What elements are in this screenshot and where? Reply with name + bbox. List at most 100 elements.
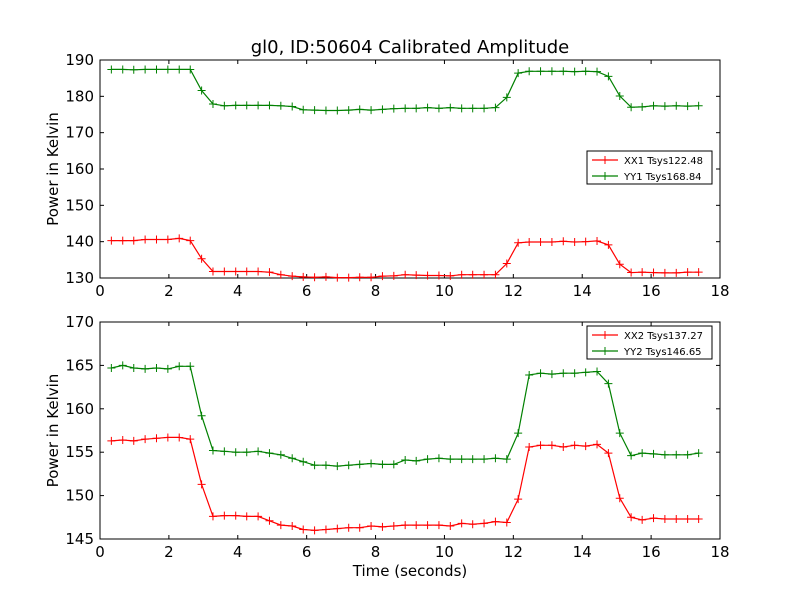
data-point-marker	[355, 105, 364, 114]
legend-marker	[601, 347, 609, 355]
x-tick-label: 6	[302, 282, 312, 300]
data-point-marker	[559, 237, 568, 246]
data-point-marker	[242, 101, 251, 110]
data-point-marker	[355, 273, 364, 282]
x-tick-label: 6	[302, 543, 312, 561]
data-point-marker	[547, 67, 556, 76]
data-point-marker	[208, 512, 217, 521]
y-axis-label: Power in Kelvin	[44, 374, 62, 488]
data-point-marker	[208, 267, 217, 276]
plot-frame	[99, 321, 721, 540]
data-point-marker	[412, 271, 421, 280]
series-yy2	[107, 361, 703, 471]
data-point-marker	[152, 235, 161, 244]
data-point-marker	[310, 461, 319, 470]
data-point-marker	[412, 456, 421, 465]
data-point-marker	[412, 521, 421, 530]
x-tick-label: 0	[95, 543, 105, 561]
data-point-marker	[197, 86, 206, 95]
data-point-marker	[344, 461, 353, 470]
data-point-marker	[186, 65, 195, 74]
data-point-marker	[480, 519, 489, 528]
data-point-marker	[491, 103, 500, 112]
data-point-marker	[129, 364, 138, 373]
data-point-marker	[627, 513, 636, 522]
data-point-marker	[389, 460, 398, 469]
data-point-marker	[559, 442, 568, 451]
data-point-marker	[502, 259, 511, 268]
y-tick-label: 170	[65, 124, 94, 142]
data-point-marker	[570, 238, 579, 247]
y-tick-label: 160	[65, 160, 94, 178]
data-point-marker	[118, 236, 127, 245]
data-point-marker	[480, 455, 489, 464]
data-point-marker	[141, 364, 150, 373]
x-tick-label: 8	[371, 543, 381, 561]
data-point-marker	[333, 462, 342, 471]
data-point-marker	[208, 99, 217, 108]
data-point-marker	[672, 450, 681, 459]
data-point-marker	[570, 67, 579, 76]
data-point-marker	[593, 440, 602, 449]
data-point-marker	[468, 104, 477, 113]
data-point-marker	[254, 447, 263, 456]
data-point-marker	[457, 455, 466, 464]
y-tick-label: 140	[65, 233, 94, 251]
x-tick-label: 12	[504, 543, 523, 561]
data-point-marker	[536, 238, 545, 247]
data-point-marker	[615, 494, 624, 503]
data-point-marker	[321, 272, 330, 281]
data-point-marker	[480, 104, 489, 113]
data-point-marker	[627, 268, 636, 277]
data-point-marker	[163, 65, 172, 74]
data-point-marker	[197, 411, 206, 420]
data-point-marker	[163, 364, 172, 373]
data-point-marker	[299, 272, 308, 281]
data-point-marker	[604, 72, 613, 81]
data-point-marker	[299, 525, 308, 534]
data-point-marker	[254, 512, 263, 521]
data-point-marker	[344, 273, 353, 282]
data-point-marker	[638, 515, 647, 524]
x-tick-label: 4	[233, 543, 243, 561]
data-point-marker	[265, 101, 274, 110]
data-point-marker	[502, 93, 511, 102]
data-point-marker	[288, 272, 297, 281]
data-point-marker	[163, 433, 172, 442]
y-tick-label: 160	[65, 400, 94, 418]
data-point-marker	[231, 511, 240, 520]
data-point-marker	[446, 103, 455, 112]
data-point-marker	[468, 270, 477, 279]
data-point-marker	[186, 236, 195, 245]
data-point-marker	[683, 102, 692, 111]
data-point-marker	[434, 521, 443, 530]
data-point-marker	[310, 526, 319, 535]
data-point-marker	[265, 268, 274, 277]
data-point-marker	[401, 521, 410, 530]
data-point-marker	[649, 514, 658, 523]
data-point-marker	[446, 271, 455, 280]
x-axis-label: Time (seconds)	[352, 562, 468, 580]
x-tick-label: 4	[233, 282, 243, 300]
data-point-marker	[423, 271, 432, 280]
data-point-marker	[107, 236, 116, 245]
y-tick-label: 150	[65, 487, 94, 505]
x-tick-label: 10	[435, 543, 454, 561]
data-point-marker	[581, 67, 590, 76]
y-tick-label: 130	[65, 269, 94, 287]
data-point-marker	[220, 267, 229, 276]
data-point-marker	[231, 101, 240, 110]
data-point-marker	[242, 512, 251, 521]
data-point-marker	[333, 273, 342, 282]
series-xx1	[107, 234, 703, 282]
x-tick-label: 2	[164, 282, 174, 300]
data-point-marker	[129, 436, 138, 445]
data-point-marker	[672, 101, 681, 110]
data-point-marker	[186, 362, 195, 371]
data-point-marker	[536, 67, 545, 76]
data-point-marker	[220, 101, 229, 110]
data-point-marker	[220, 511, 229, 520]
y-tick-label: 190	[65, 51, 94, 69]
data-point-marker	[423, 521, 432, 530]
data-point-marker	[118, 65, 127, 74]
